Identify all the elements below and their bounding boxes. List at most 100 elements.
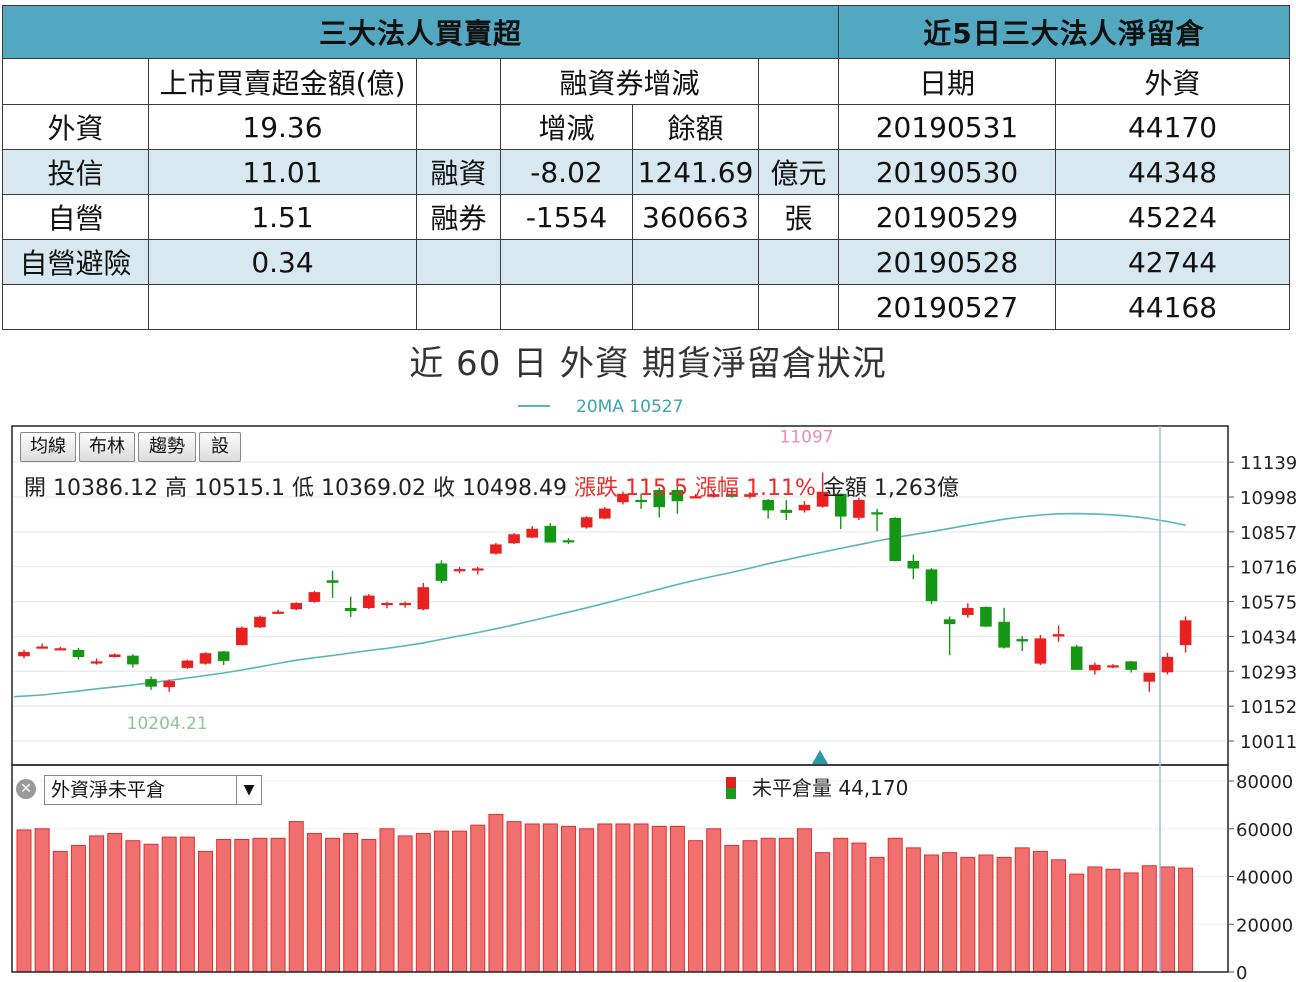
candle-body [471,568,484,571]
oi-bar [1087,866,1103,973]
institutional-trading-table: 三大法人買賣超 上市買賣超金額(億) 融資券增減 外資 19.36 增減 餘額 … [1,5,840,330]
oi-bar [960,856,976,973]
oi-series-select[interactable]: 外資淨未平倉 ▼ [44,775,262,805]
candle-body [381,603,393,606]
candle-body [689,496,702,499]
cell-empty [632,239,759,285]
oi-bar [1123,872,1139,973]
row-foreign: 44170 [1054,104,1291,150]
candle-body [435,563,448,581]
bollinger-button[interactable]: 布林 [79,432,135,462]
table-title: 三大法人買賣超 [1,5,840,59]
oi-bar [379,828,395,973]
oi-bar [833,837,849,973]
cell-empty [500,239,633,285]
oi-bar [1159,866,1175,973]
chevron-down-icon[interactable]: ▼ [236,776,261,804]
oi-bar [343,833,359,973]
candle-body [290,603,303,610]
candle-body [562,540,575,543]
candle-body [598,508,611,519]
price-tick-label: 10434 [1240,627,1296,648]
row-name: 外資 [2,104,149,150]
candle-body [1034,638,1047,664]
cell-empty [757,239,840,285]
candle-body [90,661,103,664]
candle-body [36,646,48,649]
candle-body [943,619,956,625]
oi-bar [306,833,322,973]
candle-body [961,607,974,615]
candle-body [453,569,466,572]
row-name: 投信 [2,149,149,195]
row-foreign: 45224 [1054,194,1291,240]
oi-bar [52,850,68,973]
candle-body [508,534,520,544]
candle-body [744,494,756,497]
oi-bar [1141,865,1157,973]
candle-legend-icon [726,777,736,799]
row-date: 20190527 [838,284,1056,330]
margin-balance: 1241.69 [632,149,759,195]
candle-body [308,592,321,602]
candle-body [1161,656,1174,673]
candle-body [925,569,938,602]
cell-empty [416,239,501,285]
candle-body [417,587,430,610]
oi-panel-frame [11,764,1229,973]
margin-type: 融券 [416,194,501,240]
candle-body [1089,664,1101,671]
candle-body [871,512,883,515]
oi-bar [270,837,286,973]
candle-body [181,660,194,668]
oi-bar [887,837,903,973]
row-amount [148,284,417,330]
oi-bar [1051,859,1067,973]
sub-header-change: 增減 [500,104,633,150]
candle-body [363,595,375,609]
candle-body [399,603,411,606]
cell-empty [416,104,501,150]
margin-balance: 360663 [632,194,759,240]
oi-bar [561,825,576,973]
oi-bar [597,823,613,973]
section-title: 近 60 日 外資 期貨淨留倉狀況 [409,344,887,384]
oi-bar [415,833,431,973]
low-value: 10369.02 [321,476,426,501]
close-icon[interactable]: ✕ [16,779,36,799]
open-label: 開 [24,476,47,501]
oi-bar [179,836,195,973]
oi-bar [1014,847,1030,973]
oi-bar [996,856,1012,973]
oi-bar [1069,873,1085,973]
oi-bar [851,842,867,973]
candle-body [54,648,67,651]
candle-body [217,651,230,661]
price-annotation: 11097 [780,428,834,448]
candle-body [853,499,865,518]
oi-bar [542,823,558,973]
change-value: 115.5 [625,476,688,501]
oi-bar [252,837,268,973]
row-date: 20190531 [838,104,1056,150]
settings-button[interactable]: 設 [199,432,241,462]
price-tick-label: 10857 [1240,523,1296,544]
low-label: 低 [292,476,315,501]
oi-bar [651,825,667,973]
candle-body [1125,661,1137,670]
oi-bar [125,840,141,973]
high-label: 高 [165,476,188,501]
oi-legend: 未平倉量 44,170 [726,772,908,801]
oi-bar [688,840,704,973]
candle-body [236,627,248,646]
trend-button[interactable]: 趨勢 [138,432,196,462]
candle-body [580,517,593,528]
oi-bar [361,838,377,973]
margin-unit: 億元 [757,149,840,195]
ma-legend: 20MA 10527 [518,397,683,417]
ma-button[interactable]: 均線 [20,432,76,462]
oi-tick-label: 80000 [1236,772,1293,793]
oi-bar [669,825,685,973]
margin-change: -8.02 [500,149,633,195]
